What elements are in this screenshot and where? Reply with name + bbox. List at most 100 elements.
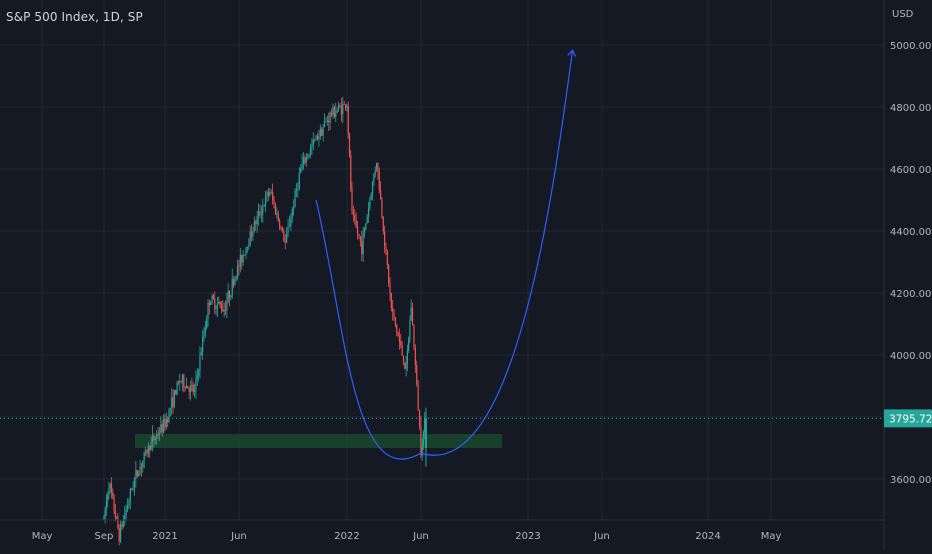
last-price-label: 3795.72	[889, 413, 932, 425]
candle	[191, 377, 193, 392]
candle	[192, 381, 194, 396]
candle-body	[286, 232, 288, 243]
candle	[286, 226, 288, 244]
candle-body	[422, 432, 425, 447]
candle	[307, 153, 309, 160]
candle	[420, 416, 422, 459]
candle-body	[350, 154, 352, 189]
candle-body	[177, 382, 180, 383]
candle-body	[226, 301, 228, 311]
candle	[161, 419, 163, 437]
candle	[418, 409, 421, 430]
candle-body	[173, 390, 176, 407]
candle-body	[171, 397, 173, 409]
candle-body	[222, 309, 224, 312]
candle	[222, 300, 224, 312]
candle-body	[269, 192, 271, 196]
candle-body	[384, 231, 386, 247]
candle-body	[365, 223, 367, 229]
candle-body	[397, 332, 399, 337]
candle-body	[375, 162, 378, 171]
candle-body	[386, 251, 388, 265]
candle	[255, 219, 257, 231]
candle-body	[330, 112, 333, 115]
candle-body	[265, 196, 267, 206]
candle-body	[274, 204, 277, 214]
candle	[293, 199, 295, 216]
candle-body	[216, 303, 219, 309]
candle-body	[394, 316, 396, 325]
candle	[424, 412, 426, 440]
candle-body	[234, 278, 236, 285]
candle-body	[323, 121, 326, 128]
candle-body	[295, 189, 298, 191]
candle-body	[356, 226, 359, 234]
candle	[164, 413, 166, 431]
candle	[402, 355, 405, 366]
candle	[122, 515, 124, 529]
candle-body	[211, 295, 213, 303]
candle-body	[110, 483, 113, 493]
candle-body	[200, 352, 202, 356]
candle-body	[400, 341, 402, 345]
support-zone	[135, 434, 503, 448]
candle	[339, 102, 341, 108]
candle	[276, 207, 278, 219]
candle-body	[301, 163, 303, 169]
candle	[177, 380, 180, 386]
candle-body	[105, 500, 108, 510]
candle	[361, 230, 363, 262]
candle	[242, 250, 244, 266]
candle-body	[180, 381, 182, 382]
candle-body	[355, 220, 357, 227]
candle-body	[218, 301, 220, 304]
candle	[128, 498, 130, 510]
candle	[266, 190, 268, 203]
price-tick-label: 4600.00	[890, 165, 931, 176]
candle	[245, 246, 247, 260]
candle-body	[108, 488, 110, 496]
candle	[171, 388, 173, 416]
candle-body	[203, 333, 205, 337]
candle-body	[378, 171, 380, 190]
candle-body	[107, 495, 109, 501]
candle-body	[361, 241, 363, 255]
candle	[267, 188, 270, 201]
candle	[147, 442, 149, 458]
candle-body	[404, 362, 406, 369]
candle	[400, 333, 402, 349]
candle-body	[304, 157, 306, 163]
candle-body	[307, 156, 309, 158]
candle	[259, 204, 261, 219]
candle	[184, 385, 186, 392]
candle	[243, 254, 246, 256]
last-price-badge	[884, 409, 932, 428]
candle	[417, 380, 419, 411]
candle-body	[402, 355, 405, 363]
candle	[283, 228, 285, 243]
candle-body	[377, 162, 379, 172]
candle-body	[191, 385, 193, 386]
candle	[335, 102, 337, 123]
candle	[421, 438, 423, 461]
candle	[109, 482, 111, 494]
candle	[343, 100, 345, 105]
candle	[311, 138, 313, 155]
candle-body	[362, 234, 364, 255]
symbol-title: S&P 500 Index, 1D, SP	[6, 10, 143, 24]
candle	[203, 326, 205, 342]
candle-body	[329, 112, 331, 123]
candle	[135, 460, 137, 488]
candle-body	[352, 210, 354, 216]
candle	[132, 481, 134, 492]
candle	[136, 469, 138, 479]
candle-body	[401, 344, 403, 356]
candle-body	[122, 519, 124, 527]
candle-body	[219, 301, 221, 306]
candle	[113, 494, 115, 514]
candle-body	[160, 424, 162, 433]
candle	[180, 380, 182, 384]
candle	[250, 224, 253, 242]
